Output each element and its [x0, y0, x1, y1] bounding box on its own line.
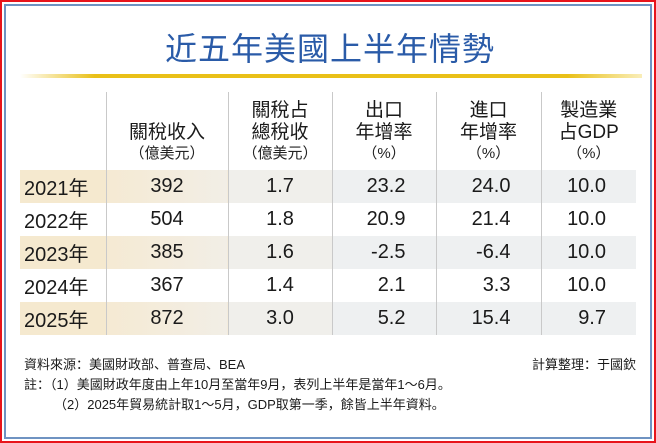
header-export-growth: 出口 年增率 （%）	[331, 92, 436, 170]
cell-year: 2023年	[20, 236, 106, 269]
cell-mfg: 10.0	[540, 170, 636, 203]
data-table: 關稅收入 （億美元） 關稅占 總稅收 （億美元） 出口 年增率 （%） 進口	[20, 92, 636, 335]
cell-mfg: 10.0	[540, 269, 636, 302]
cell-share: 1.7	[227, 170, 332, 203]
cell-tariff: 392	[105, 170, 228, 203]
header-label: 關稅收入	[128, 122, 205, 143]
header-unit: （%）	[362, 145, 406, 162]
header-label: 關稅占	[251, 100, 309, 121]
cell-export: 2.1	[331, 269, 436, 302]
cell-tariff: 504	[105, 203, 228, 236]
header-label-2: 年增率	[355, 122, 413, 143]
cell-mfg: 10.0	[540, 236, 636, 269]
header-unit: （億美元）	[129, 145, 205, 162]
header-unit: （億美元）	[242, 145, 318, 162]
note-2: （2）2025年貿易統計取1～5月，GDP取第一季，餘皆上半年資料。	[54, 397, 445, 412]
chart-title: 近五年美國上半年情勢	[164, 31, 495, 67]
cell-import: 21.4	[435, 203, 541, 236]
cell-export: 20.9	[331, 203, 436, 236]
cell-share: 1.4	[227, 269, 332, 302]
table-row: 2023年 385 1.6 -2.5 -6.4 10.0	[20, 236, 636, 269]
cell-year: 2021年	[20, 170, 106, 203]
header-label-2: 總稅收	[251, 122, 309, 143]
header-row: 關稅收入 （億美元） 關稅占 總稅收 （億美元） 出口 年增率 （%） 進口	[20, 92, 636, 170]
header-tariff-share: 關稅占 總稅收 （億美元）	[227, 92, 332, 170]
header-mfg-gdp: 製造業 占GDP （%）	[540, 92, 636, 170]
header-unit: （%）	[466, 145, 511, 162]
cell-share: 3.0	[227, 302, 332, 335]
source-text: 資料來源：美國財政部、普查局、BEA	[24, 357, 246, 372]
header-label: 製造業	[560, 100, 618, 121]
header-label-2: 占GDP	[558, 122, 619, 143]
compiler-text: 計算整理：于國欽	[531, 357, 636, 372]
cell-year: 2024年	[24, 277, 89, 299]
cell-share: 1.6	[227, 236, 332, 269]
cell-mfg: 9.7	[540, 302, 636, 335]
cell-year: 2025年	[20, 302, 106, 335]
table-row: 2025年 872 3.0 5.2 15.4 9.7	[20, 302, 636, 335]
cell-import: 3.3	[435, 269, 541, 302]
cell-tariff: 872	[105, 302, 228, 335]
table-row: 2022年 504 1.8 20.9 21.4 10.0	[20, 203, 636, 236]
cell-export: -2.5	[331, 236, 436, 269]
header-unit: （%）	[567, 145, 611, 162]
cell-export: 5.2	[331, 302, 436, 335]
cell-tariff: 385	[105, 236, 228, 269]
cell-export: 23.2	[331, 170, 436, 203]
table-row: 2024年 367 1.4 2.1 3.3 10.0	[20, 269, 636, 302]
source-line: 資料來源：美國財政部、普查局、BEA 計算整理：于國欽	[24, 355, 636, 375]
title-underline	[20, 74, 642, 78]
header-label-2: 年增率	[459, 122, 517, 143]
cell-year: 2022年	[24, 211, 89, 233]
header-label: 出口	[364, 100, 403, 121]
header-label: 進口	[469, 100, 508, 121]
cell-mfg: 10.0	[540, 203, 636, 236]
cell-share: 1.8	[227, 203, 332, 236]
header-tariff-revenue: 關稅收入 （億美元）	[105, 92, 228, 170]
footnotes: 資料來源：美國財政部、普查局、BEA 計算整理：于國欽 註：（1）美國財政年度由…	[24, 355, 636, 415]
cell-import: 24.0	[435, 170, 541, 203]
header-import-growth: 進口 年增率 （%）	[435, 92, 541, 170]
note-1: 註：（1）美國財政年度由上年10月至當年9月，表列上半年是當年1～6月。	[24, 377, 451, 392]
inner-frame: 近五年美國上半年情勢 關稅收入 （億美元） 關稅占	[4, 4, 652, 439]
header-year	[20, 92, 106, 170]
cell-import: 15.4	[435, 302, 541, 335]
table-row: 2021年 392 1.7 23.2 24.0 10.0	[20, 170, 636, 203]
cell-tariff: 367	[105, 269, 228, 302]
cell-import: -6.4	[435, 236, 541, 269]
